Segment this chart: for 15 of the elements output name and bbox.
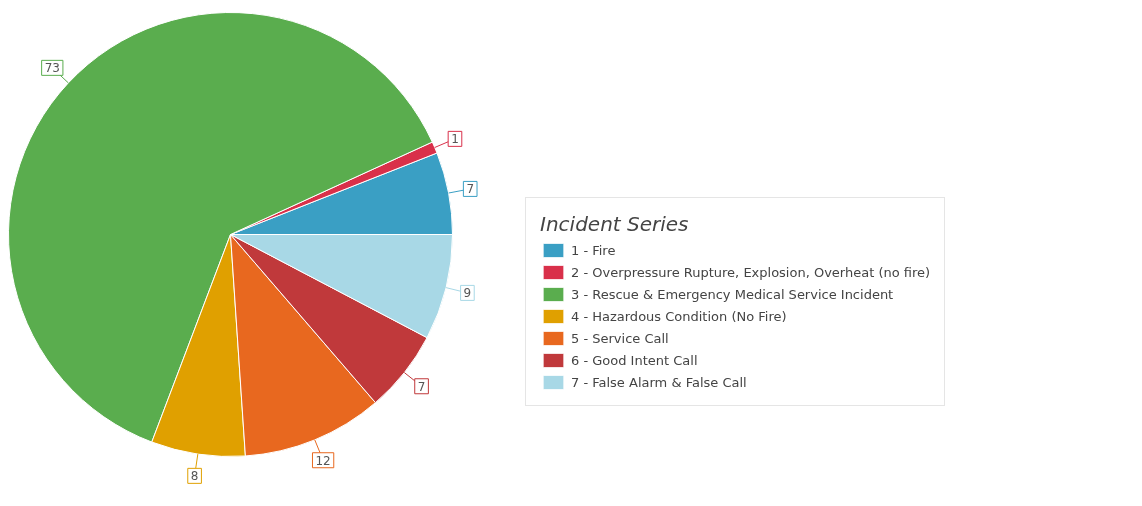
legend-label: 2 - Overpressure Rupture, Explosion, Overheat (no fire) — [571, 264, 931, 280]
data-label: 73 — [44, 61, 60, 76]
legend-label: 3 - Rescue & Emergency Medical Service Incident — [571, 286, 894, 302]
legend-label: 7 - False Alarm & False Call — [571, 374, 747, 390]
legend-label: 4 - Hazardous Condition (No Fire) — [571, 308, 787, 324]
legend-label: 6 - Good Intent Call — [571, 352, 698, 368]
data-label: 8 — [190, 469, 199, 484]
legend-label: 1 - Fire — [571, 242, 616, 258]
data-label: 1 — [451, 132, 459, 147]
data-label: 7 — [466, 182, 475, 197]
legend-title: Incident Series — [540, 212, 690, 236]
data-label: 7 — [417, 379, 426, 394]
data-label: 12 — [315, 453, 331, 468]
data-label: 9 — [463, 286, 472, 301]
legend-label: 5 - Service Call — [571, 330, 669, 346]
